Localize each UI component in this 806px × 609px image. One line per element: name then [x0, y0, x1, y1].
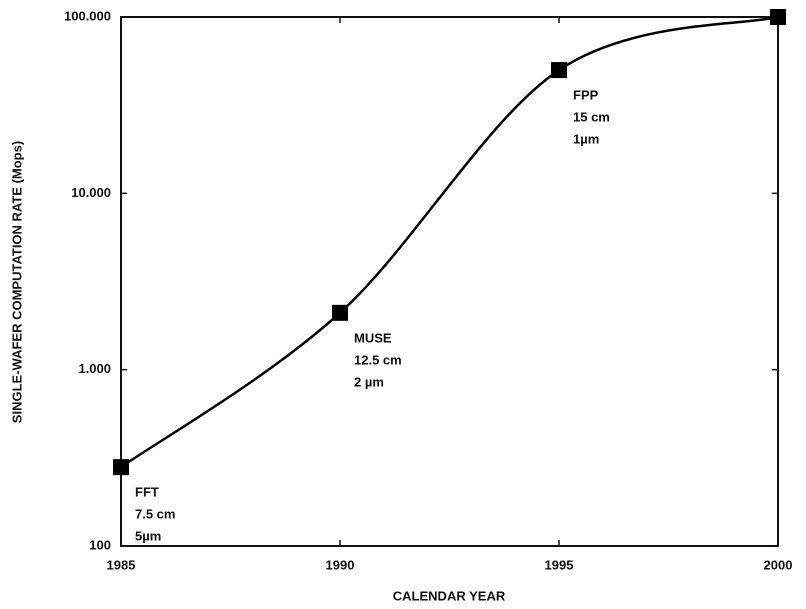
point-label: FFT	[135, 485, 159, 500]
plot-frame	[120, 16, 779, 547]
point-label: 7.5 cm	[135, 507, 175, 522]
marker	[551, 62, 567, 79]
x-tick-label: 1995	[545, 557, 574, 572]
point-label: 5µm	[135, 529, 161, 544]
x-tick-label: 1985	[107, 557, 136, 572]
point-label: 15 cm	[573, 110, 610, 125]
point-label: 2 µm	[354, 374, 384, 389]
point-label: MUSE	[354, 330, 392, 345]
y-axis-title: SINGLE-WAFER COMPUTATION RATE (Mops)	[9, 141, 24, 423]
y-tick-label: 100	[89, 537, 111, 552]
line	[120, 15, 779, 469]
point-label: 12.5 cm	[354, 352, 402, 367]
x-axis-title: CALENDAR YEAR	[393, 588, 506, 603]
y-tick-label: 1.000	[78, 361, 111, 376]
marker	[332, 304, 348, 321]
marker	[113, 459, 129, 476]
marker	[770, 9, 786, 25]
y-tick-label: 100.000	[64, 8, 111, 23]
y-tick-label: 10.000	[71, 185, 111, 200]
x-tick-label: 1990	[326, 557, 355, 572]
point-label: 1µm	[573, 132, 599, 147]
point-label: FPP	[573, 88, 599, 103]
x-tick-label: 2000	[764, 557, 793, 572]
